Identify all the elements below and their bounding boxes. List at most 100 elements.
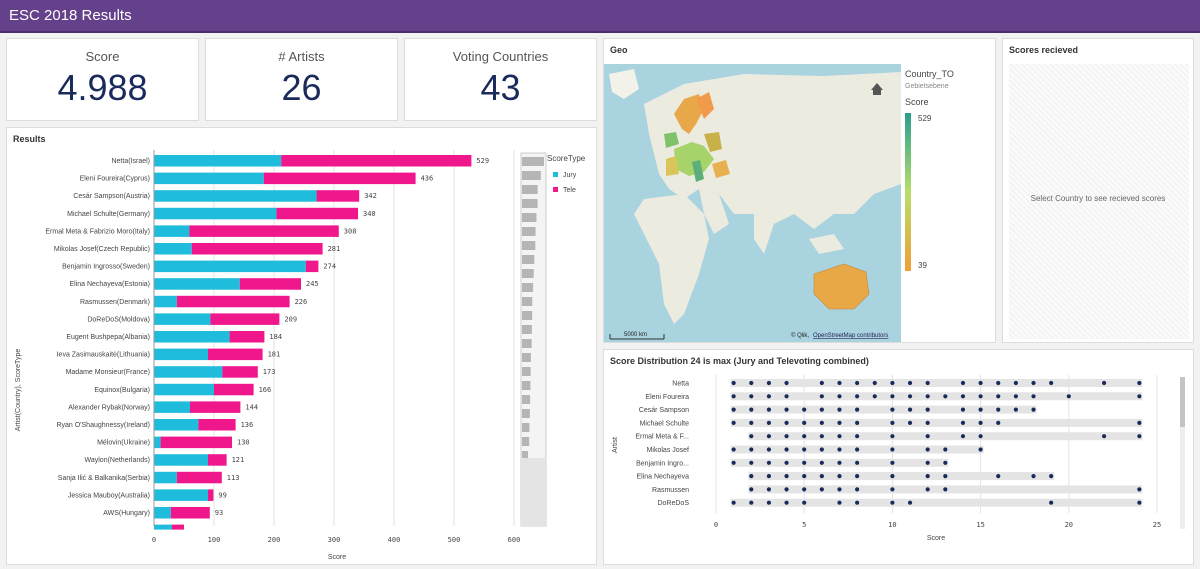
distribution-dot bbox=[1031, 394, 1036, 399]
map-attribution-link[interactable]: OpenStreetMap contributors bbox=[813, 333, 888, 339]
results-category-label: DoReDoS(Moldova) bbox=[87, 316, 150, 323]
distribution-x-tick: 10 bbox=[888, 521, 896, 529]
mini-overview-bar bbox=[522, 283, 534, 292]
distribution-dot bbox=[890, 460, 895, 465]
legend-jury-swatch bbox=[553, 172, 558, 177]
scores-received-panel[interactable]: Scores recieved Select Country to see re… bbox=[1002, 38, 1194, 343]
distribution-category-label: Michael Schulte bbox=[640, 420, 690, 427]
mini-overview-bar bbox=[522, 255, 535, 264]
distribution-dot bbox=[872, 394, 877, 399]
greenland-landmass bbox=[609, 69, 639, 99]
results-category-label: Mikolas Josef(Czech Republic) bbox=[54, 246, 150, 253]
distribution-dot bbox=[749, 487, 754, 492]
distribution-scrollbar-thumb[interactable] bbox=[1180, 377, 1185, 427]
distribution-dot bbox=[837, 380, 842, 386]
bar-total-label: 436 bbox=[421, 175, 434, 183]
distribution-dot bbox=[996, 420, 1001, 425]
distribution-dot bbox=[996, 474, 1001, 479]
results-y-axis-label: Artist(Country), ScoreType bbox=[15, 349, 22, 432]
mini-overview-bar bbox=[522, 157, 544, 166]
results-x-tick: 500 bbox=[448, 536, 461, 544]
bar-jury bbox=[154, 507, 171, 519]
distribution-scrollbar[interactable] bbox=[1180, 377, 1185, 529]
distribution-dot bbox=[766, 420, 772, 425]
distribution-x-tick: 20 bbox=[1065, 521, 1073, 529]
geo-map[interactable]: 5000 km © Qlik, OpenStreetMap contributo… bbox=[604, 64, 901, 342]
distribution-dot bbox=[960, 434, 966, 439]
kpi-score-label: Score bbox=[85, 49, 120, 64]
distribution-dot bbox=[943, 394, 948, 399]
africa-landmass bbox=[634, 194, 709, 324]
distribution-dot bbox=[766, 394, 772, 399]
distribution-dot bbox=[749, 447, 754, 452]
bar-tele bbox=[170, 507, 210, 519]
bar-jury bbox=[154, 278, 240, 290]
arabia-landmass bbox=[699, 189, 729, 234]
distribution-range-bar bbox=[748, 472, 1055, 481]
bar-tele bbox=[239, 278, 301, 290]
distribution-dot bbox=[925, 380, 930, 386]
distribution-dot bbox=[766, 407, 772, 412]
map-scale-label: 5000 km bbox=[624, 332, 647, 338]
score-distribution-panel[interactable]: Score Distribution 24 is max (Jury and T… bbox=[603, 349, 1194, 565]
distribution-dot bbox=[731, 500, 736, 505]
distribution-category-label: DoReDoS bbox=[657, 500, 689, 507]
results-x-tick: 600 bbox=[508, 536, 521, 544]
results-chart[interactable]: Netta(Israel) 529 Eleni Foureira(Cyprus) 43… bbox=[7, 128, 596, 564]
score-distribution-chart[interactable]: Netta Eleni Foureira Cesár Sampson Michael … bbox=[604, 350, 1193, 564]
results-legend-title: ScoreType bbox=[547, 154, 586, 163]
bar-total-label: 181 bbox=[268, 351, 281, 359]
distribution-dot bbox=[749, 460, 754, 465]
mini-overview-bar bbox=[522, 353, 531, 362]
distribution-dot bbox=[925, 474, 930, 479]
bar-jury bbox=[154, 172, 264, 185]
distribution-dot bbox=[996, 407, 1001, 412]
results-x-tick: 400 bbox=[388, 536, 401, 544]
bar-jury bbox=[154, 313, 211, 325]
indonesia-landmass bbox=[809, 234, 844, 254]
distribution-dot bbox=[907, 407, 913, 412]
distribution-dot bbox=[960, 380, 966, 386]
distribution-dot bbox=[837, 394, 842, 399]
bar-total-label: 99 bbox=[218, 491, 226, 499]
italy-region bbox=[692, 160, 704, 182]
bar-jury bbox=[154, 419, 199, 431]
distribution-category-label: Netta bbox=[672, 381, 689, 388]
results-panel[interactable]: Results Netta(Israel) 529 Eleni Foureira(C… bbox=[6, 127, 597, 565]
distribution-category-label: Benjamin Ingro... bbox=[636, 460, 689, 467]
distribution-dot bbox=[978, 380, 983, 386]
legend-tele-swatch bbox=[553, 187, 558, 192]
distribution-dot bbox=[731, 420, 736, 425]
results-x-tick: 100 bbox=[208, 536, 221, 544]
bar-tele bbox=[176, 471, 222, 484]
distribution-dot bbox=[837, 460, 842, 465]
distribution-dot bbox=[766, 380, 772, 386]
mini-overview-bar bbox=[522, 311, 533, 320]
bar-total-label: 209 bbox=[284, 315, 297, 323]
geo-panel[interactable]: Geo bbox=[603, 38, 996, 343]
kpi-artists-panel[interactable]: # Artists 26 bbox=[205, 38, 398, 121]
score-distribution-title: Score Distribution 24 is max (Jury and T… bbox=[610, 356, 869, 366]
distribution-dot bbox=[978, 420, 983, 425]
results-x-tick: 200 bbox=[268, 536, 281, 544]
results-scrollbar-thumb[interactable] bbox=[521, 458, 546, 526]
distribution-dot bbox=[784, 434, 789, 439]
distribution-dot bbox=[925, 434, 930, 439]
distribution-dot bbox=[907, 380, 913, 386]
mini-overview-bar bbox=[522, 423, 530, 432]
kpi-voting-countries-panel[interactable]: Voting Countries 43 bbox=[404, 38, 597, 121]
bar-total-label: 166 bbox=[259, 386, 272, 394]
bar-total-label: 93 bbox=[215, 509, 223, 517]
bar-total-label: 184 bbox=[269, 333, 282, 341]
bar-total-label: 340 bbox=[363, 210, 376, 218]
results-category-label: Ermal Meta & Fabrizio Moro(Italy) bbox=[45, 228, 150, 235]
mini-overview-bar bbox=[522, 213, 537, 222]
bar-tele bbox=[210, 313, 280, 325]
distribution-dot bbox=[819, 447, 824, 452]
bar-total-label: 529 bbox=[476, 157, 489, 165]
kpi-score-panel[interactable]: Score 4.988 bbox=[6, 38, 199, 121]
kpi-score-value: 4.988 bbox=[57, 67, 148, 108]
bar-total-label: 281 bbox=[328, 245, 341, 253]
distribution-dot bbox=[749, 394, 754, 399]
distribution-dot bbox=[943, 487, 948, 492]
